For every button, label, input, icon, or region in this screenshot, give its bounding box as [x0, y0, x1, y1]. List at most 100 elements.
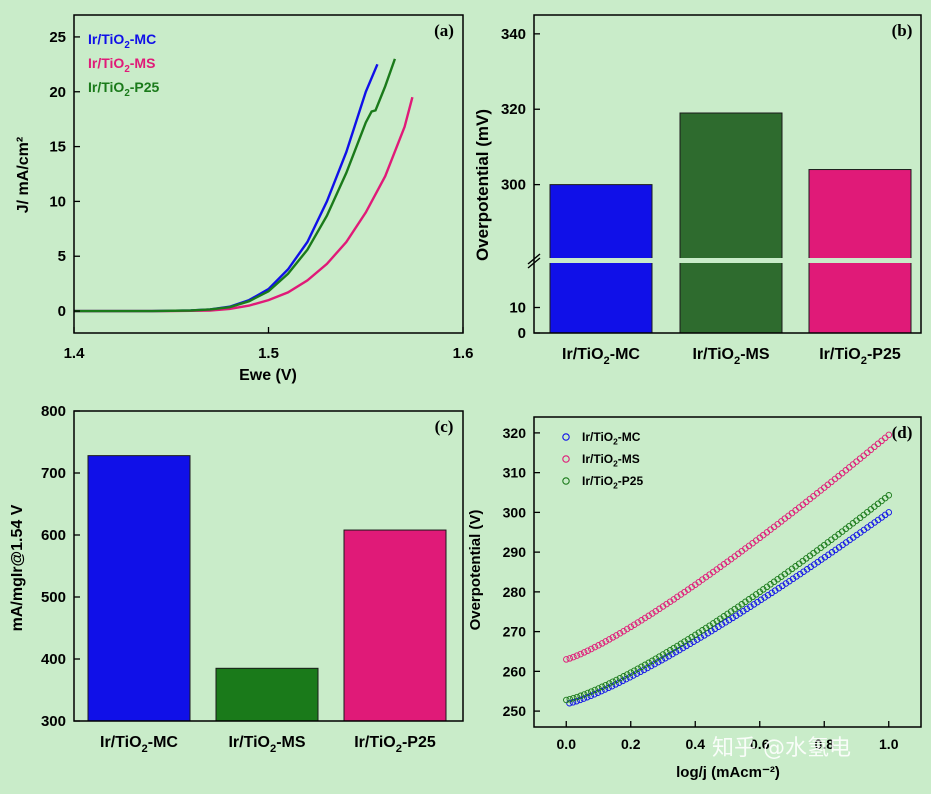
panel-d-ytick-label: 270	[503, 624, 527, 640]
panel-d-point	[634, 665, 642, 672]
panel-d-point	[688, 633, 695, 641]
panel-d-point	[606, 680, 613, 687]
panel-d-point	[584, 647, 592, 654]
panel-b-ytick-label: 300	[501, 177, 526, 194]
panel-a-xtick-label: 1.4	[64, 345, 86, 362]
panel-d-point	[638, 663, 645, 671]
panel-d-xlabel: log/j (mAcm⁻²)	[676, 764, 780, 781]
panel-b: (b) 300 320 340 0 10 Ir/TiO2​-MC Ir/TiO2​-MS Ir…	[473, 14, 922, 367]
panel-b-break-mark	[527, 253, 541, 265]
panel-d-point	[566, 655, 574, 662]
panel-c-category-label: Ir/TiO2​-MC	[100, 734, 178, 755]
panel-d-point	[602, 681, 609, 689]
panel-d-point	[656, 653, 663, 660]
panel-b-ytick-label: 320	[501, 101, 526, 118]
panel-d-point	[725, 616, 733, 624]
panel-b-break-mark	[527, 257, 541, 269]
panel-d-ytick-label: 310	[503, 465, 527, 481]
panel-d-legend-marker	[562, 433, 570, 441]
panel-d-ytick-label: 320	[503, 425, 527, 441]
panel-d-xtick-label: 0.8	[815, 736, 835, 752]
panel-d-point	[649, 657, 656, 665]
panel-b-ytick-label: 0	[518, 325, 526, 342]
panel-d-point	[681, 638, 688, 645]
panel-d-point	[743, 605, 751, 613]
panel-d-point	[588, 688, 595, 695]
panel-d-point	[584, 689, 592, 697]
panel-a-ytick-label: 0	[58, 303, 66, 320]
panel-a-plot	[74, 58, 414, 313]
panel-d-point	[563, 696, 570, 704]
panel-c-ytick-label: 500	[41, 589, 66, 606]
panel-d-point	[729, 614, 736, 622]
panel-d-point	[623, 625, 631, 633]
panel-a-xlabel: Ewe (V)	[239, 367, 297, 384]
panel-d-point	[602, 638, 609, 645]
panel-d: (d) Ir/TiO2​-MC Ir/TiO2​-MS Ir/TiO2​-P25 0…	[467, 416, 922, 781]
panel-d-xtick-label: 0.6	[750, 736, 770, 752]
panel-d-point	[580, 691, 588, 698]
panel-d-point	[580, 649, 588, 656]
panel-d-legend: Ir/TiO2​-MC Ir/TiO2​-MS Ir/TiO2​-P25	[562, 430, 643, 491]
panel-c-category-label: Ir/TiO2​-MS	[228, 734, 305, 755]
panel-d-point	[885, 492, 893, 499]
panel-a-legend: Ir/TiO2​-MC Ir/TiO2​-MS Ir/TiO2​-P25	[88, 31, 160, 99]
panel-d-point	[570, 694, 577, 702]
panel-d-point	[570, 653, 577, 661]
panel-a-ticks: 1.4 1.5 1.6 0 5 10 15 20 25	[49, 29, 473, 362]
panel-b-bar-1	[679, 112, 783, 334]
panel-c-ticks: 300 400 500 600 700 800 Ir/TiO2​-MC Ir/TiO2​-MS…	[41, 403, 436, 755]
panel-d-xtick-label: 1.0	[879, 736, 899, 752]
panel-d-point	[613, 632, 620, 639]
panel-d-point	[591, 686, 599, 694]
panel-a-ytick-label: 15	[49, 139, 66, 156]
panel-d-label: (d)	[892, 423, 913, 442]
panel-c-plot	[87, 455, 447, 722]
panel-d-point	[885, 431, 893, 439]
panel-d-ticks: 0.0 0.2 0.4 0.6 0.8 1.0 250 260 270 280 290 300 310 3…	[503, 425, 899, 752]
panel-d-point	[641, 661, 649, 669]
panel-d-point	[563, 656, 570, 663]
panel-d-point	[609, 634, 617, 641]
panel-d-xtick-label: 0.2	[621, 736, 641, 752]
panel-b-plot	[535, 112, 920, 334]
panel-d-point	[718, 621, 726, 628]
panel-d-point	[577, 650, 584, 658]
panel-a: (a) Ir/TiO2​-MC Ir/TiO2​-MS Ir/TiO2​-P25 1…	[15, 14, 473, 384]
panel-b-bar-2	[808, 169, 912, 334]
panel-c-ytick-label: 600	[41, 527, 66, 544]
panel-d-point	[885, 509, 893, 516]
panel-c-ytick-label: 300	[41, 713, 66, 730]
panel-c-ytick-label: 700	[41, 465, 66, 482]
panel-d-point	[672, 648, 680, 656]
panel-d-point	[620, 627, 627, 635]
panel-d-point	[595, 685, 602, 692]
panel-d-point	[674, 642, 681, 650]
panel-a-series-Ir/TiO₂-P25	[74, 58, 397, 313]
panel-d-point	[588, 645, 595, 653]
panel-d-point	[631, 667, 638, 674]
panel-d-point	[677, 640, 685, 648]
panel-d-series-Ir/TiO₂-MS	[563, 431, 893, 663]
panel-a-legend-entry: Ir/TiO2​-P25	[88, 79, 160, 99]
panel-a-ylabel: J/ mA/cm²	[15, 137, 32, 213]
panel-d-point	[634, 619, 642, 626]
panel-b-ytick-label: 340	[501, 26, 526, 43]
panel-d-legend-entry: Ir/TiO2​-MS	[582, 452, 640, 469]
panel-a-xtick-label: 1.5	[258, 345, 279, 362]
panel-d-legend-entry: Ir/TiO2​-MC	[582, 430, 641, 447]
panel-a-ytick-label: 10	[49, 193, 66, 210]
panel-d-ytick-label: 300	[503, 504, 527, 520]
panel-c-category-label: Ir/TiO2​-P25	[354, 734, 436, 755]
panel-d-point	[606, 636, 613, 643]
panel-d-legend-marker	[562, 477, 570, 485]
panel-d-ytick-label: 290	[503, 544, 527, 560]
panel-c-bar-2	[343, 529, 447, 722]
panel-d-point	[620, 673, 627, 680]
panel-d-point	[631, 621, 638, 628]
panel-c-ytick-label: 800	[41, 403, 66, 420]
panel-d-point	[573, 693, 581, 701]
panel-d-point	[722, 619, 729, 626]
panel-a-legend-entry: Ir/TiO2​-MC	[88, 31, 156, 51]
panel-c-ylabel: mA/mgIr@1.54 V	[9, 504, 26, 631]
